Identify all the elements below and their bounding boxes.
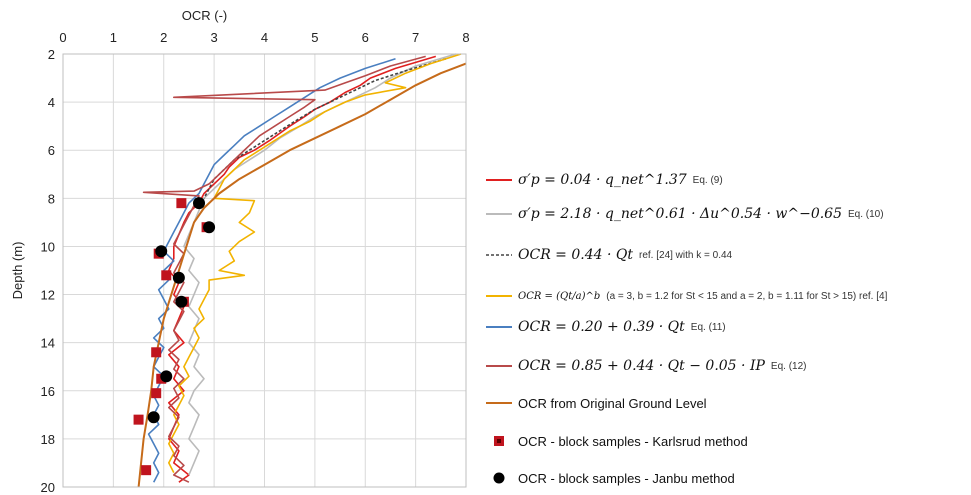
legend-swatch (486, 213, 512, 215)
legend-swatch (486, 295, 512, 297)
chart-markers (133, 197, 216, 476)
legend-ref: Eq. (11) (690, 321, 726, 333)
y-tick-label: 18 (41, 432, 55, 447)
legend-eq: OCR = 0.20 + 0.39 · Qt (518, 319, 685, 335)
legend-ref: Eq. (9) (692, 174, 723, 186)
series-line-s24 (203, 58, 447, 199)
legend-ref: ref. [24] with k = 0.44 (639, 249, 733, 261)
legend-item-ref24: OCR = 0.44 · Qt ref. [24] with k = 0.44 (484, 242, 732, 268)
chart-series (137, 53, 467, 488)
janbu-marker (172, 271, 185, 284)
x-tick-label: 5 (311, 30, 318, 45)
grid-lines (62, 53, 467, 488)
legend-text: OCR - block samples - Janbu method (518, 470, 735, 486)
y-tick-label: 4 (48, 95, 55, 110)
y-tick-label: 14 (41, 336, 55, 351)
karlsrud-marker (176, 198, 187, 209)
x-tick-label: 2 (160, 30, 167, 45)
janbu-marker (160, 370, 173, 383)
legend-ref: (a = 3, b = 1.2 for St < 15 and a = 2, b… (606, 290, 888, 302)
y-tick-label: 8 (48, 191, 55, 206)
y-tick-label: 20 (41, 480, 55, 495)
y-tick-label: 16 (41, 384, 55, 399)
series-line-s9 (168, 55, 437, 483)
legend-item-karlsrud: OCR - block samples - Karlsrud method (484, 428, 748, 454)
janbu-marker (147, 411, 160, 424)
karlsrud-marker (151, 347, 162, 358)
janbu-marker (193, 197, 206, 210)
legend-item-ref4: OCR = (Qt/a)^b (a = 3, b = 1.2 for St < … (484, 283, 887, 309)
janbu-marker (203, 221, 216, 234)
x-tick-label: 7 (412, 30, 419, 45)
x-axis-label: OCR (-) (182, 8, 228, 23)
x-tick-label: 0 (59, 30, 66, 45)
series-line-s10 (183, 53, 457, 476)
series-line-s11 (147, 58, 396, 483)
x-tick-label: 8 (462, 30, 469, 45)
y-tick-label: 10 (41, 239, 55, 254)
janbu-marker (155, 245, 168, 258)
karlsrud-marker (161, 270, 172, 281)
legend-item-eq12: OCR = 0.85 + 0.44 · Qt − 0.05 · IP Eq. (… (484, 353, 806, 379)
series-line-s12 (142, 55, 426, 483)
y-axis-label: Depth (m) (10, 242, 25, 300)
legend-item-eq9: σ′p = 0.04 · q_net^1.37 Eq. (9) (484, 167, 723, 193)
legend-item-eq11: OCR = 0.20 + 0.39 · Qt Eq. (11) (484, 314, 726, 340)
legend-eq: OCR = 0.44 · Qt (518, 247, 633, 263)
karlsrud-marker (151, 388, 162, 399)
legend-item-janbu: OCR - block samples - Janbu method (484, 465, 735, 491)
y-tick-label: 6 (48, 143, 55, 158)
legend-text: OCR - block samples - Karlsrud method (518, 433, 748, 449)
legend-item-ogl: OCR from Original Ground Level (484, 390, 707, 416)
karlsrud-marker (141, 465, 152, 476)
legend-swatch (493, 472, 505, 484)
legend-eq: OCR = (Qt/a)^b (518, 290, 601, 302)
y-tick-label: 12 (41, 288, 55, 303)
legend-swatch (486, 365, 512, 367)
legend-eq: OCR = 0.85 + 0.44 · Qt − 0.05 · IP (518, 358, 765, 374)
karlsrud-marker (133, 414, 144, 425)
legend-swatch (486, 254, 512, 256)
legend-text: OCR from Original Ground Level (518, 395, 707, 411)
x-tick-label: 6 (362, 30, 369, 45)
janbu-marker (175, 295, 188, 308)
legend-swatch (486, 402, 512, 404)
x-tick-label: 3 (211, 30, 218, 45)
legend-ref: Eq. (10) (848, 208, 884, 220)
x-tick-label: 4 (261, 30, 268, 45)
legend-eq: σ′p = 2.18 · q_net^0.61 · Δu^0.54 · w^−0… (518, 206, 842, 222)
legend-eq: σ′p = 0.04 · q_net^1.37 (518, 172, 687, 188)
legend-swatch (486, 326, 512, 328)
legend-ref: Eq. (12) (770, 360, 807, 372)
x-tick-label: 1 (110, 30, 117, 45)
series-line-s4 (168, 53, 462, 473)
legend-swatch (486, 179, 512, 181)
plot-frame (62, 53, 467, 488)
series-line-ogl (137, 62, 467, 488)
legend-swatch (494, 436, 504, 446)
legend-item-eq10: σ′p = 2.18 · q_net^0.61 · Δu^0.54 · w^−0… (484, 201, 884, 227)
y-tick-label: 2 (48, 47, 55, 62)
